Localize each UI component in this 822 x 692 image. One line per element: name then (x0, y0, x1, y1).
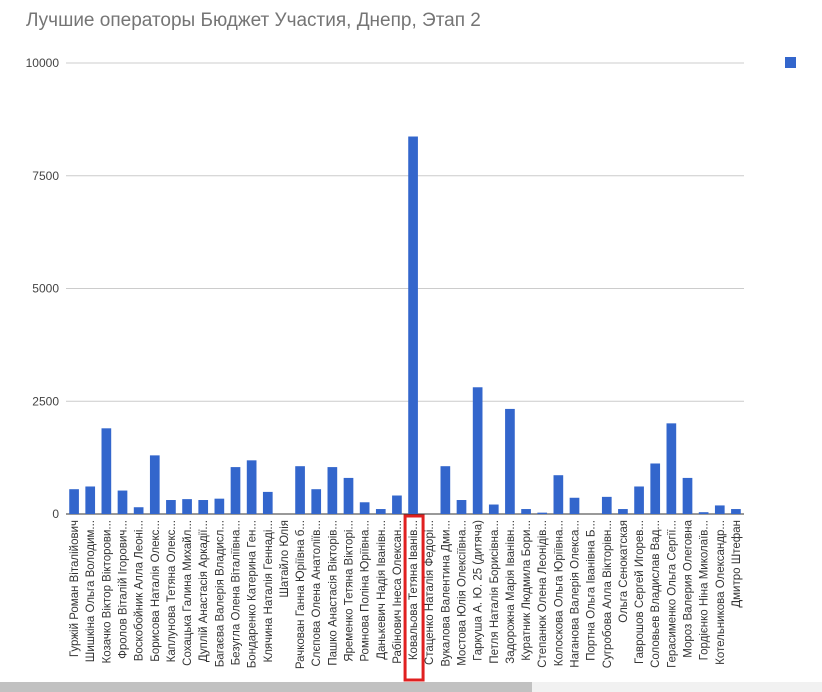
bar (553, 475, 564, 514)
x-tick-label: Багаєва Валерія Владисл... (214, 520, 226, 667)
bar (117, 490, 128, 514)
x-tick-label: Дуплій Анастасія Аркадії... (198, 520, 210, 662)
x-tick-label: Шатайло Юлія (279, 520, 291, 598)
y-tick-label: 2500 (32, 394, 59, 408)
x-tick-label: Ковальова Тетяна Іванів... (408, 520, 420, 660)
y-tick-label: 10000 (26, 56, 60, 70)
x-tick-label: Степанюк Олена Леонідів... (537, 520, 549, 668)
x-tick-label: Стаценко Наталія Федорі... (424, 520, 436, 665)
x-tick-label: Дмитро Штефан (731, 520, 743, 608)
y-tick-label: 0 (52, 507, 59, 521)
y-tick-label: 7500 (32, 169, 59, 183)
bar (133, 507, 144, 514)
x-tick-label: Гаврошов Сергей Игорев... (634, 520, 646, 664)
bar (343, 477, 354, 514)
x-tick-label: Козачко Віктор Вікторови... (101, 520, 113, 663)
bar (488, 504, 499, 514)
x-tick-label: Гуржій Роман Віталійович (69, 520, 81, 657)
x-tick-label: Клячина Наталія Геннаді... (263, 520, 275, 662)
x-tick-label: Петля Наталія Борисівна... (489, 520, 501, 664)
x-tick-label: Рабінович Інеса Олексан... (392, 520, 404, 664)
bar (682, 477, 693, 514)
bar (618, 509, 628, 514)
bar (440, 466, 451, 514)
bar (375, 509, 386, 514)
bar (698, 512, 709, 514)
bar (650, 463, 661, 514)
bar (166, 500, 176, 514)
x-tick-label: Колоскова Ольга Юріївна... (553, 520, 565, 666)
x-tick-label: Наганова Валерія Олекса... (570, 520, 582, 668)
x-tick-label: Котельникова Олександр... (715, 520, 727, 665)
highlight-box (403, 514, 425, 682)
chart-title: Лучшие операторы Бюджет Участия, Днепр, … (26, 10, 481, 31)
bar (246, 460, 257, 514)
x-tick-label: Сохацька Галина Михайл... (182, 520, 194, 666)
bar (230, 467, 241, 514)
x-tick-label: Воскобойник Алла Леоні... (134, 520, 146, 661)
horizontal-scrollbar-thumb[interactable] (0, 682, 532, 692)
x-tick-label: Рачкован Ганна Юріївна б... (295, 520, 307, 669)
bar (149, 455, 160, 514)
bar (634, 486, 644, 514)
x-tick-label: Безугла Олена Віталіївна... (231, 520, 243, 665)
bar (521, 509, 531, 514)
bar (569, 497, 580, 514)
x-tick-label: Куратник Людмила Бори... (521, 520, 533, 661)
x-tick-label: Яременко Тетяна Вікторі... (344, 520, 356, 662)
x-tick-label: Гордієнко Ніна Миколаїв... (699, 520, 711, 660)
bar (456, 500, 467, 514)
x-tick-label: Ромнова Поліна Юріївна... (360, 520, 372, 662)
x-tick-label: Мостова Юлія Олексіївна... (457, 520, 469, 666)
x-tick-label: Слєпова Олена Анатоліїв... (311, 520, 323, 667)
x-tick-label: Бондаренко Катерина Ген... (247, 520, 259, 668)
x-tick-label: Фролов Віталій Ігорович... (118, 520, 130, 659)
x-tick-label: Шишкіна Ольга Володим... (85, 520, 97, 662)
bar (472, 387, 483, 514)
bar (101, 428, 112, 514)
x-tick-label: Мороз Валерия Олеговна (683, 519, 695, 657)
x-tick-label: Соловьев Владислав Вад... (650, 520, 662, 668)
x-tick-label: Пашко Анастасія Вікторів... (327, 520, 339, 666)
legend-swatch (785, 57, 796, 68)
x-tick-label: Гаркуша А. Ю. 25 (дитяча) (473, 520, 485, 661)
x-tick-label: Борисова Наталія Олекс... (150, 520, 162, 662)
bar (182, 499, 192, 514)
bar (505, 408, 515, 514)
bar (537, 512, 548, 514)
bar (295, 466, 305, 514)
x-tick-label: Сугробова Алла Вікторівн... (602, 520, 614, 668)
x-tick-label: Вукалова Валентина Дми... (440, 520, 452, 667)
bar (262, 491, 273, 514)
bar (666, 423, 677, 514)
x-tick-label: Задорожна Марія Іванівн... (505, 520, 517, 664)
bar (69, 489, 79, 514)
bar (311, 489, 322, 514)
x-tick-label: Герасименко Ольга Сергії... (666, 520, 678, 668)
bar (85, 486, 96, 514)
bar (359, 502, 370, 514)
x-tick-label: Данькевич Надія Іванівн... (376, 520, 388, 660)
bar (392, 495, 402, 514)
bar (198, 500, 209, 514)
bar (408, 136, 418, 514)
bar (214, 498, 225, 514)
bar (714, 505, 725, 514)
x-tick-label: Портна Ольга Іванівна Б... (586, 520, 598, 661)
bar (731, 509, 741, 514)
bar (327, 467, 338, 514)
y-tick-label: 5000 (32, 282, 59, 296)
bar (601, 496, 612, 514)
x-tick-label: Каплунова Тетяна Олекс... (166, 520, 178, 662)
x-tick-label: Ольга Сенокатская (618, 520, 630, 623)
